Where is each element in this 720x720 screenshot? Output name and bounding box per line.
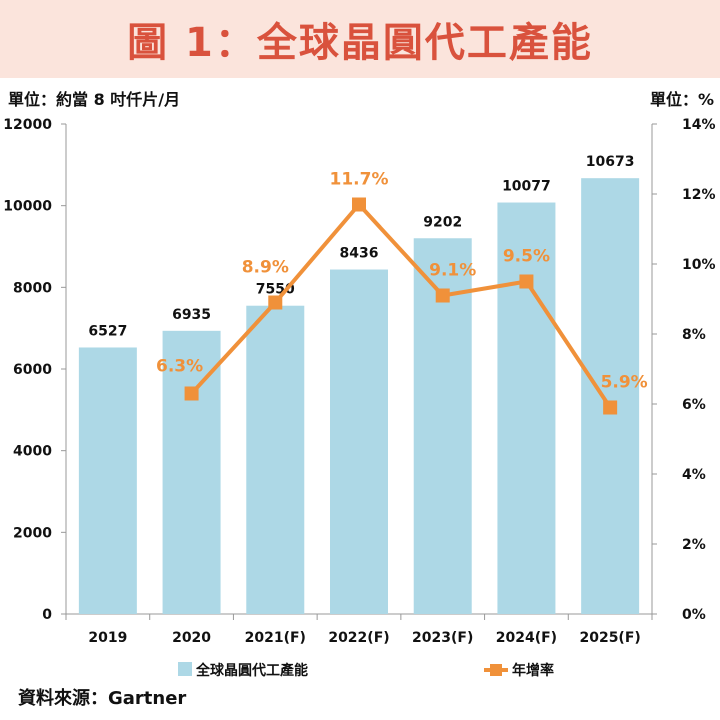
- left-axis-tick-label: 10000: [3, 199, 52, 215]
- right-axis-tick-label: 4%: [682, 467, 706, 483]
- growth-rate-marker: [519, 274, 534, 289]
- bar-data-label: 6527: [88, 323, 127, 339]
- legend-line-label: 年增率: [512, 662, 554, 679]
- growth-rate-marker: [435, 288, 450, 303]
- right-axis-tick-label: 6%: [682, 397, 706, 413]
- x-axis-tick-label: 2021(F): [245, 630, 306, 646]
- bar: [246, 305, 305, 614]
- source-note: 資料來源：Gartner: [18, 688, 187, 709]
- chart-title: 圖 1：全球晶圓代工產能: [127, 20, 593, 66]
- right-axis-tick-label: 2%: [682, 537, 706, 553]
- growth-rate-marker: [268, 295, 283, 310]
- title-band: 圖 1：全球晶圓代工產能: [0, 0, 720, 78]
- right-axis-tick-label: 10%: [682, 257, 716, 273]
- growth-rate-marker: [603, 400, 618, 415]
- x-axis-tick-label: 2025(F): [579, 630, 640, 646]
- growth-rate-data-label: 6.3%: [156, 357, 203, 377]
- bar: [581, 178, 640, 614]
- right-axis-tick-label: 12%: [682, 187, 716, 203]
- bar-data-label: 9202: [423, 214, 462, 230]
- right-axis-tick-label: 14%: [682, 117, 716, 133]
- x-axis-tick-label: 2024(F): [496, 630, 557, 646]
- growth-rate-data-label: 9.1%: [429, 261, 476, 281]
- legend-line-marker: [490, 664, 502, 676]
- bar: [162, 330, 221, 614]
- legend-bar-label: 全球晶圓代工產能: [195, 662, 308, 679]
- left-axis-tick-label: 2000: [13, 525, 52, 541]
- bar-data-label: 8436: [340, 246, 379, 262]
- x-axis-tick-label: 2020: [172, 630, 211, 646]
- growth-rate-data-label: 11.7%: [330, 170, 389, 190]
- left-axis-tick-label: 8000: [13, 280, 52, 296]
- bar-data-label: 6935: [172, 307, 211, 323]
- bar: [78, 347, 137, 614]
- x-axis-tick-label: 2022(F): [328, 630, 389, 646]
- x-axis-tick-label: 2019: [88, 630, 127, 646]
- bar: [330, 269, 388, 614]
- right-axis-tick-label: 8%: [682, 327, 706, 343]
- left-axis-tick-label: 6000: [13, 362, 52, 378]
- growth-rate-data-label: 8.9%: [242, 258, 289, 278]
- left-axis-tick-label: 0: [42, 607, 52, 623]
- growth-rate-marker: [352, 197, 366, 212]
- x-axis-tick-label: 2023(F): [412, 630, 473, 646]
- left-axis-tick-label: 4000: [13, 444, 52, 460]
- growth-rate-marker: [184, 386, 199, 401]
- left-unit-label: 單位：約當 8 吋仟片/月: [8, 90, 181, 109]
- right-unit-label: 單位：%: [649, 90, 714, 109]
- bar-data-label: 10673: [586, 154, 635, 170]
- bar: [497, 202, 556, 614]
- growth-rate-line: [190, 202, 612, 409]
- growth-rate-data-label: 5.9%: [601, 373, 648, 393]
- left-axis-tick-label: 12000: [3, 117, 52, 133]
- right-axis-tick-label: 0%: [682, 607, 706, 623]
- bar-data-label: 10077: [502, 179, 551, 195]
- growth-rate-data-label: 9.5%: [503, 247, 550, 267]
- legend-bar-swatch: [178, 662, 192, 676]
